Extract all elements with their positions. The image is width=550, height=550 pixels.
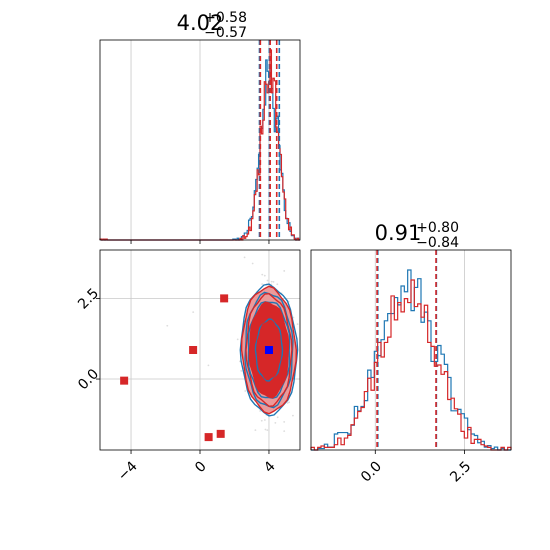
red-marker-2	[220, 294, 229, 303]
sample-point	[342, 398, 344, 400]
sample-point	[261, 283, 264, 286]
sample-point	[272, 280, 275, 283]
contour-line-red-3	[256, 319, 282, 381]
scatter-panel-2d: −4 0 4 0.0 2.5	[75, 249, 404, 484]
sample-point	[286, 402, 289, 404]
sample-point	[260, 419, 263, 422]
tick-label-2d-x-0: −4	[115, 458, 141, 484]
sample-point	[283, 421, 286, 423]
red-marker-1	[189, 346, 198, 354]
sample-point	[319, 370, 321, 372]
sample-point	[263, 419, 266, 421]
sample-point	[264, 428, 267, 431]
sample-point	[244, 390, 247, 392]
sample-point	[276, 283, 279, 286]
sample-point	[276, 416, 279, 419]
title-y-value: 0.91	[375, 221, 422, 245]
sample-point	[240, 370, 243, 372]
sample-point	[261, 273, 264, 276]
sample-point	[288, 401, 291, 404]
histogram-panel-x: 4.02 +0.58 −0.57	[99, 10, 301, 244]
contour-line-blue-2	[247, 301, 291, 399]
contour-line-red-0	[240, 285, 298, 415]
tick-label-ry-0: 0.0	[358, 458, 385, 485]
sample-point	[283, 270, 286, 272]
sample-point	[266, 279, 269, 282]
sample-point	[266, 429, 269, 431]
red-marker-4	[216, 429, 225, 438]
contour-line-red-2	[248, 301, 290, 399]
histogram-y-red	[310, 279, 512, 451]
sample-point	[373, 327, 375, 329]
sample-point	[292, 316, 295, 319]
tick-label-2d-x-2: 4	[261, 458, 279, 476]
title-x-minus: −0.57	[204, 25, 247, 41]
title-x-value: 4.02	[177, 11, 224, 35]
sample-point	[166, 324, 169, 327]
tick-label-ry-1: 2.5	[447, 458, 474, 485]
tick-label-2d-x-1: 0	[192, 458, 210, 476]
red-marker-0	[120, 376, 129, 385]
sample-point	[270, 280, 273, 283]
title-y-plus: +0.80	[416, 220, 459, 236]
sample-point	[192, 311, 195, 314]
blue-marker	[264, 346, 273, 354]
contour-line-red-1	[245, 292, 293, 408]
red-marker-3	[204, 433, 213, 442]
sample-point	[263, 274, 266, 277]
title-x-plus: +0.58	[204, 10, 247, 26]
histogram-x-title: 4.02	[177, 11, 224, 35]
sample-point	[292, 414, 294, 417]
sample-point	[315, 317, 317, 319]
histogram-y-frame	[310, 249, 512, 451]
title-y-minus: −0.84	[416, 235, 459, 251]
sample-point	[304, 356, 306, 358]
tick-label-2d-y-0: 0.0	[75, 366, 102, 393]
sample-point	[316, 327, 318, 329]
sample-point	[402, 349, 404, 351]
sample-point	[259, 410, 262, 412]
sample-point	[251, 262, 254, 265]
sample-point	[243, 256, 246, 259]
sample-point	[274, 421, 277, 424]
sample-point	[283, 430, 286, 433]
sample-point	[236, 338, 239, 341]
sample-point	[207, 364, 210, 367]
sample-point	[254, 429, 257, 432]
histogram-panel-y: 0.0 2.5 0.91 +0.80 −0.84	[310, 220, 512, 486]
sample-point	[317, 377, 319, 379]
tick-label-2d-y-1: 2.5	[75, 285, 102, 312]
sample-point	[296, 323, 299, 326]
